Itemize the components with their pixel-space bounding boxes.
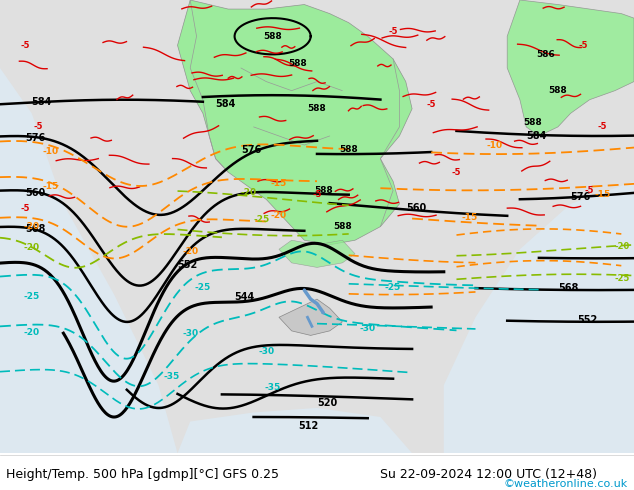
- Text: -20: -20: [23, 328, 40, 338]
- Text: 576: 576: [571, 192, 591, 202]
- Text: 588: 588: [314, 186, 333, 195]
- Text: -5: -5: [21, 41, 30, 50]
- Text: 588: 588: [288, 59, 307, 68]
- Text: 560: 560: [406, 203, 426, 214]
- Text: 552: 552: [577, 315, 597, 324]
- Text: 576: 576: [25, 133, 46, 143]
- Text: -5: -5: [427, 100, 436, 109]
- Text: -5: -5: [579, 41, 588, 50]
- Text: -30: -30: [359, 324, 376, 333]
- Text: -20: -20: [182, 247, 198, 256]
- Text: 584: 584: [216, 99, 236, 109]
- Text: 588: 588: [307, 104, 327, 113]
- Polygon shape: [0, 0, 634, 453]
- Text: 520: 520: [317, 398, 337, 408]
- Text: -10: -10: [486, 141, 503, 149]
- Text: -10: -10: [42, 147, 59, 156]
- Text: -20: -20: [615, 242, 630, 251]
- Text: -5: -5: [389, 27, 398, 36]
- Polygon shape: [507, 0, 634, 136]
- Text: -35: -35: [163, 372, 179, 381]
- Text: 588: 588: [548, 86, 567, 95]
- Text: -20: -20: [241, 188, 257, 197]
- Text: 584: 584: [32, 97, 52, 107]
- Text: -15: -15: [42, 182, 59, 191]
- Text: -20: -20: [271, 211, 287, 220]
- Text: 586: 586: [536, 50, 555, 59]
- Text: 552: 552: [178, 260, 198, 270]
- Text: 568: 568: [558, 283, 578, 293]
- Text: -15: -15: [594, 191, 611, 199]
- Text: -25: -25: [254, 215, 270, 224]
- Text: 588: 588: [263, 32, 282, 41]
- Polygon shape: [279, 240, 355, 268]
- Text: 560: 560: [25, 188, 46, 197]
- Text: -5: -5: [313, 191, 321, 199]
- Text: -15: -15: [461, 213, 477, 222]
- Text: -5: -5: [598, 122, 607, 131]
- Polygon shape: [0, 68, 178, 453]
- Text: 588: 588: [523, 118, 542, 127]
- Polygon shape: [444, 181, 634, 453]
- Text: -15: -15: [271, 179, 287, 188]
- Text: -25: -25: [195, 283, 211, 293]
- Polygon shape: [279, 299, 342, 335]
- Polygon shape: [178, 0, 412, 245]
- Text: -25: -25: [615, 274, 630, 283]
- Text: 576: 576: [241, 145, 261, 154]
- Text: -35: -35: [264, 383, 281, 392]
- Text: Height/Temp. 500 hPa [gdmp][°C] GFS 0.25: Height/Temp. 500 hPa [gdmp][°C] GFS 0.25: [6, 468, 280, 481]
- Text: -20: -20: [23, 222, 40, 231]
- Text: 584: 584: [526, 131, 547, 141]
- Text: 588: 588: [333, 222, 352, 231]
- Text: 568: 568: [25, 224, 46, 234]
- Text: 544: 544: [235, 292, 255, 302]
- Text: ©weatheronline.co.uk: ©weatheronline.co.uk: [503, 479, 628, 489]
- Text: -5: -5: [34, 122, 42, 131]
- Text: -20: -20: [23, 243, 40, 251]
- Text: -5: -5: [452, 168, 461, 177]
- Text: -30: -30: [182, 329, 198, 338]
- Text: 588: 588: [339, 145, 358, 154]
- Text: -30: -30: [258, 346, 275, 356]
- Text: 512: 512: [298, 421, 318, 431]
- Text: -25: -25: [385, 283, 401, 293]
- Text: Su 22-09-2024 12:00 UTC (12+48): Su 22-09-2024 12:00 UTC (12+48): [380, 468, 597, 481]
- Text: -25: -25: [23, 292, 40, 301]
- Polygon shape: [178, 408, 412, 453]
- Text: -5: -5: [21, 204, 30, 213]
- Text: -5: -5: [585, 186, 594, 195]
